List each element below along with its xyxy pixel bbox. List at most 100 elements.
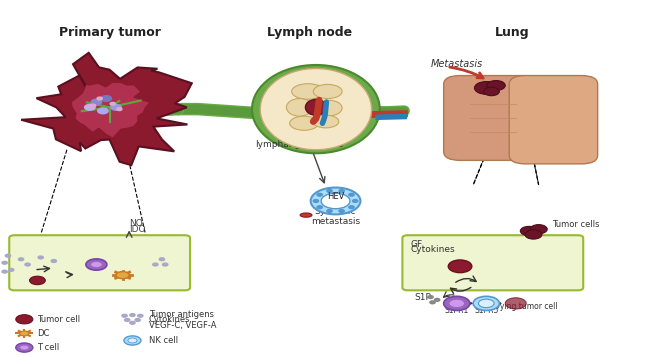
Circle shape (38, 256, 43, 259)
Ellipse shape (286, 99, 313, 116)
FancyBboxPatch shape (509, 75, 597, 164)
Circle shape (448, 260, 472, 273)
Ellipse shape (290, 116, 318, 130)
Text: S1PR5: S1PR5 (474, 306, 499, 315)
Circle shape (91, 104, 96, 107)
Ellipse shape (313, 115, 339, 128)
Circle shape (138, 314, 143, 317)
Polygon shape (21, 53, 191, 165)
Circle shape (478, 299, 494, 308)
Circle shape (124, 319, 130, 321)
Circle shape (91, 99, 101, 105)
Ellipse shape (313, 84, 342, 99)
Circle shape (321, 193, 350, 209)
Circle shape (86, 259, 107, 270)
Circle shape (18, 258, 24, 261)
Text: GF: GF (411, 240, 423, 249)
Circle shape (124, 336, 141, 345)
Circle shape (327, 189, 332, 192)
Circle shape (110, 103, 115, 105)
Circle shape (530, 225, 547, 234)
Text: Lymph node: Lymph node (266, 26, 352, 39)
Text: Primary tumor: Primary tumor (59, 26, 161, 39)
Circle shape (153, 263, 158, 266)
Circle shape (2, 261, 7, 264)
Circle shape (311, 188, 361, 214)
Polygon shape (71, 82, 150, 138)
Text: DC: DC (38, 329, 50, 338)
Circle shape (101, 96, 111, 101)
Text: NO: NO (129, 219, 143, 228)
Circle shape (163, 263, 168, 266)
Ellipse shape (252, 65, 380, 153)
Circle shape (487, 80, 505, 90)
Circle shape (20, 345, 29, 350)
Circle shape (91, 261, 102, 268)
Circle shape (130, 314, 135, 316)
Circle shape (97, 97, 102, 100)
Circle shape (159, 258, 164, 261)
Circle shape (327, 210, 332, 213)
Text: S1P: S1P (414, 293, 431, 302)
Circle shape (505, 298, 526, 309)
Ellipse shape (260, 68, 372, 150)
Text: Cytokines: Cytokines (149, 315, 190, 325)
Text: Cytokines: Cytokines (411, 245, 455, 254)
Circle shape (111, 105, 121, 110)
Ellipse shape (316, 100, 342, 116)
Text: Tumor cells: Tumor cells (552, 220, 599, 230)
Text: Tumor cell: Tumor cell (38, 315, 80, 324)
Circle shape (51, 260, 57, 262)
Circle shape (16, 343, 33, 352)
Circle shape (428, 295, 433, 298)
Circle shape (2, 270, 7, 273)
Circle shape (317, 193, 322, 196)
Text: HEV: HEV (327, 192, 344, 201)
Text: IDO: IDO (129, 225, 145, 234)
Circle shape (484, 87, 499, 96)
Text: S1PR1: S1PR1 (445, 306, 469, 315)
Text: Tumor antigens: Tumor antigens (149, 310, 214, 319)
Circle shape (525, 230, 542, 239)
Circle shape (443, 296, 470, 310)
Circle shape (473, 296, 499, 310)
Circle shape (430, 301, 435, 304)
Circle shape (339, 189, 344, 192)
Circle shape (349, 193, 354, 196)
Circle shape (434, 298, 440, 301)
Ellipse shape (291, 84, 324, 99)
Ellipse shape (300, 213, 312, 217)
Circle shape (122, 314, 127, 317)
Circle shape (85, 105, 95, 110)
Circle shape (5, 254, 11, 257)
Circle shape (128, 338, 137, 343)
Circle shape (116, 108, 122, 110)
Text: T cell: T cell (38, 343, 60, 352)
Text: Dying tumor cell: Dying tumor cell (494, 302, 557, 312)
Circle shape (353, 200, 358, 202)
Text: Systemic
metastasis: Systemic metastasis (311, 206, 360, 226)
Circle shape (313, 200, 318, 202)
Circle shape (97, 108, 108, 114)
Circle shape (520, 226, 538, 236)
FancyBboxPatch shape (403, 235, 583, 290)
Circle shape (474, 82, 498, 94)
Circle shape (30, 276, 45, 285)
Circle shape (16, 315, 33, 324)
Text: LN
lymphangiogenesis: LN lymphangiogenesis (255, 130, 343, 149)
Circle shape (9, 268, 14, 271)
FancyBboxPatch shape (443, 75, 539, 160)
Circle shape (317, 206, 322, 209)
Circle shape (130, 321, 135, 324)
Text: NK cell: NK cell (149, 336, 178, 345)
Circle shape (449, 299, 465, 308)
Circle shape (25, 263, 30, 266)
Circle shape (135, 319, 140, 321)
FancyBboxPatch shape (9, 235, 190, 290)
Text: Metastasis: Metastasis (430, 59, 483, 69)
Circle shape (339, 210, 344, 213)
Circle shape (116, 272, 129, 279)
Text: VEGF-C, VEGF-A: VEGF-C, VEGF-A (149, 321, 216, 330)
Ellipse shape (305, 99, 326, 115)
Circle shape (349, 206, 354, 209)
